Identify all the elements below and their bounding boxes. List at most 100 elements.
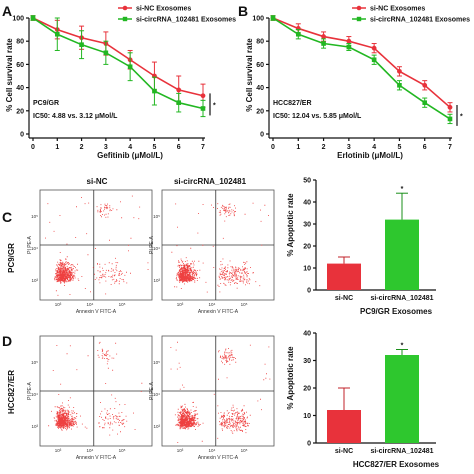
- y-tick-label: 20: [16, 108, 24, 115]
- data-point: [176, 87, 182, 93]
- data-point: [30, 15, 36, 21]
- data-point: [152, 88, 157, 94]
- x-axis-label: PC9/GR Exosomes: [360, 307, 433, 316]
- bar-1: [385, 219, 419, 290]
- data-point: [422, 82, 428, 88]
- category-label: si-circRNA_102481: [370, 295, 433, 302]
- data-point: [346, 38, 352, 44]
- bar-0: [327, 263, 361, 290]
- x-tick-label: 0: [271, 144, 275, 151]
- y-tick-label: 0: [307, 441, 311, 448]
- legend-label-si-circrna: si-circRNA_102481 Exosomes: [370, 17, 470, 24]
- flow-x-tick: 10³: [177, 448, 184, 453]
- flow-y-tick: 10⁵: [31, 214, 38, 219]
- data-point: [54, 31, 60, 37]
- legend-label-si-nc: si-NC Exosomes: [370, 6, 425, 13]
- data-point: [346, 44, 352, 50]
- y-tick-label: 100: [12, 16, 24, 23]
- data-point: [200, 93, 206, 99]
- data-point: [321, 41, 326, 46]
- y-tick-label: 0: [260, 132, 264, 139]
- y-axis-label: % Cell survival rate: [245, 38, 254, 112]
- y-tick-label: 40: [256, 85, 264, 92]
- x-tick-label: 7: [448, 144, 452, 151]
- x-tick-label: 4: [372, 144, 376, 151]
- apoptosis-bar-chart-pc9gr: % Apoptotic rate PC9/GR Exosomes 0 10 20 30…: [286, 178, 436, 316]
- flow-y-tick: 10⁴: [153, 392, 160, 397]
- panel-label-d: D: [2, 333, 12, 349]
- flow-y-tick: 10³: [31, 278, 38, 283]
- survival-chart-gefitinib: % Cell survival rate Gefitinib (μMol/L) …: [5, 6, 236, 161]
- y-tick-label: 50: [303, 178, 311, 185]
- annotation-cell-line: HCC827/ER: [273, 100, 312, 107]
- survival-chart-erlotinib: % Cell survival rate Erlotinib (μMol/L) …: [245, 6, 470, 161]
- x-tick-label: 5: [397, 144, 401, 151]
- flow-y-axis-label: PI PE-A: [149, 235, 155, 253]
- y-axis-label: % Cell survival rate: [5, 38, 14, 112]
- y-tick-label: 40: [303, 331, 311, 338]
- data-point: [295, 31, 301, 37]
- x-tick-label: 6: [177, 144, 181, 151]
- category-label: si-circRNA_102481: [370, 448, 433, 455]
- legend-label-si-nc: si-NC Exosomes: [136, 6, 191, 13]
- data-point: [371, 45, 377, 51]
- data-point: [176, 100, 182, 105]
- x-tick-label: 4: [128, 144, 132, 151]
- annotation-ic50: IC50: 12.04 vs. 5.85 μMol/L: [273, 113, 362, 120]
- data-point: [447, 116, 453, 122]
- y-axis-label: % Apoptotic rate: [286, 346, 295, 410]
- flow-y-axis-label: PI PE-A: [27, 235, 33, 253]
- flow-y-axis-label: PI PE-A: [149, 381, 155, 399]
- data-point: [127, 64, 133, 70]
- category-label: si-NC: [335, 448, 353, 455]
- y-tick-label: 20: [303, 244, 311, 251]
- x-tick-label: 2: [80, 144, 84, 151]
- flow-events: [171, 202, 269, 293]
- x-axis-label: Gefitinib (μMol/L): [97, 151, 163, 160]
- flow-x-axis-label: Annexin V FITC-A: [76, 455, 117, 461]
- y-tick-label: 0: [20, 132, 24, 139]
- y-tick-label: 80: [256, 39, 264, 46]
- data-point: [103, 50, 109, 56]
- flow-x-tick: 10⁴: [209, 448, 216, 453]
- series-line-0: [272, 17, 451, 108]
- x-tick-label: 3: [104, 144, 108, 151]
- flow-y-tick: 10³: [31, 424, 38, 429]
- x-tick-label: 0: [31, 144, 35, 151]
- data-point: [422, 100, 428, 105]
- flow-col-label-si-nc: si-NC: [87, 177, 108, 186]
- flow-row-label-pc9gr: PC9/GR: [7, 243, 16, 273]
- flow-y-tick: 10⁵: [153, 214, 160, 219]
- flow-x-tick: 10⁵: [119, 302, 126, 307]
- y-tick-label: 60: [16, 62, 24, 69]
- annotation-ic50: IC50: 4.88 vs. 3.12 μMol/L: [33, 113, 118, 120]
- flow-row-label-hcc827er: HCC827/ER: [7, 370, 16, 414]
- bar-1: [385, 355, 419, 443]
- legend-marker-si-nc: [122, 5, 128, 11]
- flow-y-tick: 10⁴: [153, 246, 160, 251]
- legend-marker-si-circrna: [122, 16, 128, 22]
- x-tick-label: 1: [296, 144, 300, 151]
- legend-marker-si-circrna: [356, 16, 362, 22]
- y-tick-label: 40: [16, 85, 24, 92]
- x-axis-label: HCC827/ER Exosomes: [353, 460, 440, 469]
- data-point: [371, 57, 377, 63]
- panel-label-b: B: [238, 3, 248, 19]
- apoptosis-bar-chart-hcc827er: % Apoptotic rate HCC827/ER Exosomes 0 10 2…: [286, 331, 440, 470]
- flow-events: [170, 341, 271, 443]
- data-point: [79, 42, 84, 47]
- flow-x-tick: 10⁴: [87, 302, 94, 307]
- y-tick-label: 10: [303, 413, 311, 420]
- panel-label-c: C: [2, 209, 12, 225]
- data-point: [270, 15, 276, 21]
- data-point: [447, 104, 453, 110]
- x-axis-label: Erlotinib (μMol/L): [337, 151, 403, 160]
- x-tick-label: 5: [152, 144, 156, 151]
- legend-marker-si-nc: [356, 5, 362, 11]
- y-tick-label: 0: [307, 288, 311, 295]
- x-tick-label: 2: [322, 144, 326, 151]
- category-label: si-NC: [335, 295, 353, 302]
